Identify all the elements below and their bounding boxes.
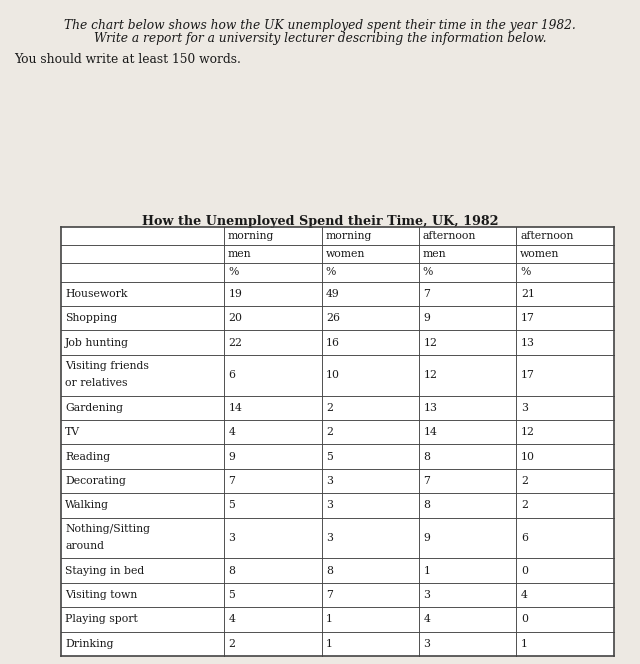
Text: 20: 20 — [228, 313, 243, 323]
Text: 3: 3 — [326, 501, 333, 511]
Text: 4: 4 — [424, 614, 430, 624]
Text: 8: 8 — [424, 501, 431, 511]
Text: %: % — [228, 268, 238, 278]
Text: 26: 26 — [326, 313, 340, 323]
Text: 8: 8 — [228, 566, 236, 576]
Text: 1: 1 — [326, 639, 333, 649]
Text: %: % — [325, 268, 336, 278]
Text: Housework: Housework — [65, 289, 128, 299]
Text: or relatives: or relatives — [65, 378, 128, 388]
Text: Shopping: Shopping — [65, 313, 118, 323]
Text: TV: TV — [65, 427, 81, 437]
Text: Visiting friends: Visiting friends — [65, 361, 149, 371]
Text: 3: 3 — [424, 590, 431, 600]
Text: 6: 6 — [228, 370, 236, 380]
Text: 12: 12 — [424, 370, 438, 380]
Text: 9: 9 — [424, 313, 430, 323]
Text: 12: 12 — [424, 337, 438, 347]
Text: Drinking: Drinking — [65, 639, 114, 649]
Text: 2: 2 — [228, 639, 236, 649]
Text: 17: 17 — [521, 370, 535, 380]
Text: 0: 0 — [521, 566, 528, 576]
Text: %: % — [520, 268, 531, 278]
Text: 19: 19 — [228, 289, 243, 299]
Text: 13: 13 — [521, 337, 535, 347]
Text: 2: 2 — [326, 427, 333, 437]
Text: 10: 10 — [521, 452, 535, 461]
Text: 4: 4 — [228, 614, 236, 624]
Text: The chart below shows how the UK unemployed spent their time in the year 1982.: The chart below shows how the UK unemplo… — [64, 19, 576, 32]
Text: 3: 3 — [424, 639, 431, 649]
Text: 16: 16 — [326, 337, 340, 347]
Text: Playing sport: Playing sport — [65, 614, 138, 624]
Text: 1: 1 — [326, 614, 333, 624]
Text: afternoon: afternoon — [520, 231, 573, 241]
Text: 4: 4 — [521, 590, 528, 600]
Text: 5: 5 — [326, 452, 333, 461]
Text: 6: 6 — [521, 533, 528, 543]
Text: 2: 2 — [521, 476, 528, 486]
Text: 8: 8 — [326, 566, 333, 576]
Text: 2: 2 — [326, 403, 333, 413]
Text: 2: 2 — [521, 501, 528, 511]
Text: Job hunting: Job hunting — [65, 337, 129, 347]
Text: 22: 22 — [228, 337, 243, 347]
Text: 0: 0 — [521, 614, 528, 624]
Text: 9: 9 — [424, 533, 430, 543]
Text: 5: 5 — [228, 590, 236, 600]
Text: 21: 21 — [521, 289, 535, 299]
Text: Gardening: Gardening — [65, 403, 124, 413]
Text: 7: 7 — [424, 476, 430, 486]
Text: How the Unemployed Spend their Time, UK, 1982: How the Unemployed Spend their Time, UK,… — [141, 215, 499, 228]
Text: 17: 17 — [521, 313, 535, 323]
Text: morning: morning — [325, 231, 372, 241]
Text: Reading: Reading — [65, 452, 111, 461]
Text: 3: 3 — [521, 403, 528, 413]
Text: 12: 12 — [521, 427, 535, 437]
Text: 8: 8 — [424, 452, 431, 461]
Text: women: women — [520, 249, 559, 260]
Text: Walking: Walking — [65, 501, 109, 511]
Text: women: women — [325, 249, 365, 260]
Text: 13: 13 — [424, 403, 438, 413]
Text: 7: 7 — [228, 476, 236, 486]
Text: %: % — [423, 268, 433, 278]
Text: men: men — [423, 249, 447, 260]
Text: Write a report for a university lecturer describing the information below.: Write a report for a university lecturer… — [93, 32, 547, 45]
Text: men: men — [228, 249, 252, 260]
Text: 3: 3 — [326, 476, 333, 486]
Text: 14: 14 — [424, 427, 437, 437]
Text: 4: 4 — [228, 427, 236, 437]
Text: Decorating: Decorating — [65, 476, 126, 486]
Text: 7: 7 — [424, 289, 430, 299]
Text: 3: 3 — [228, 533, 236, 543]
Text: morning: morning — [228, 231, 275, 241]
Text: afternoon: afternoon — [423, 231, 476, 241]
Text: Nothing/Sitting: Nothing/Sitting — [65, 524, 150, 534]
Text: Staying in bed: Staying in bed — [65, 566, 145, 576]
Text: 14: 14 — [228, 403, 243, 413]
Text: 5: 5 — [228, 501, 236, 511]
Text: around: around — [65, 541, 104, 551]
Text: 1: 1 — [424, 566, 431, 576]
Text: 7: 7 — [326, 590, 333, 600]
Text: 9: 9 — [228, 452, 236, 461]
Text: Visiting town: Visiting town — [65, 590, 138, 600]
Text: 1: 1 — [521, 639, 528, 649]
Text: You should write at least 150 words.: You should write at least 150 words. — [14, 53, 241, 66]
Text: 49: 49 — [326, 289, 340, 299]
Text: 10: 10 — [326, 370, 340, 380]
Text: 3: 3 — [326, 533, 333, 543]
